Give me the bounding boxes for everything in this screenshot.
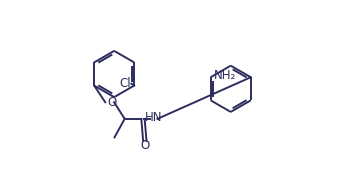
Text: NH₂: NH₂ — [214, 69, 236, 82]
Text: HN: HN — [145, 111, 162, 125]
Text: O: O — [140, 139, 150, 152]
Text: O: O — [107, 96, 116, 109]
Text: Cl: Cl — [119, 77, 131, 90]
